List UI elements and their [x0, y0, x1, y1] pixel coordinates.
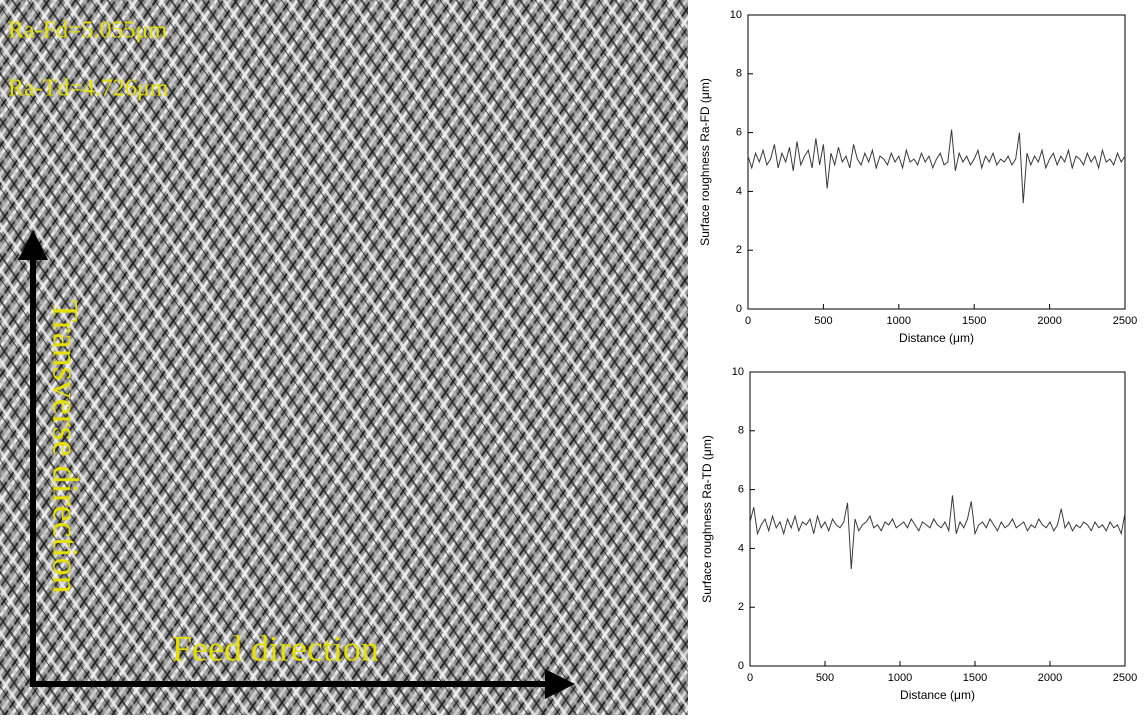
x-tick-label: 500 — [814, 315, 832, 327]
x-tick-label: 2000 — [1038, 672, 1062, 684]
y-tick-label: 2 — [738, 601, 744, 613]
x-tick-label: 2500 — [1113, 672, 1137, 684]
x-tick-label: 2000 — [1037, 315, 1061, 327]
y-tick-label: 6 — [738, 484, 744, 496]
data-line — [747, 129, 1126, 204]
y-tick-label: 10 — [732, 366, 744, 378]
feed-label: Feed direction — [172, 628, 379, 668]
ra-fd-label: Ra-Fd=5.055μm — [8, 18, 167, 44]
transverse-label: Transverse direction — [46, 300, 86, 594]
x-tick-label: 1500 — [962, 315, 986, 327]
y-tick-label: 10 — [730, 9, 742, 21]
x-tick-label: 1500 — [963, 672, 987, 684]
y-tick-label: 4 — [738, 542, 744, 554]
y-tick-label: 8 — [736, 68, 742, 80]
y-tick-label: 6 — [736, 127, 742, 139]
x-tick-label: 0 — [747, 672, 753, 684]
y-axis-label: Surface roughness Ra-FD (μm) — [698, 78, 712, 246]
y-tick-label: 8 — [738, 425, 744, 437]
y-tick-label: 0 — [736, 303, 742, 315]
y-tick-label: 0 — [738, 660, 744, 672]
data-line — [749, 495, 1126, 570]
x-axis-label: Distance (μm) — [899, 331, 974, 345]
x-tick-label: 500 — [816, 672, 834, 684]
y-axis-label: Surface roughness Ra-TD (μm) — [700, 435, 714, 603]
y-tick-label: 4 — [736, 185, 742, 197]
plot-frame — [749, 371, 1126, 667]
ra-td-label: Ra-Td=4.726μm — [8, 76, 169, 102]
x-tick-label: 2500 — [1113, 315, 1137, 327]
x-tick-label: 1000 — [888, 672, 912, 684]
plot-frame — [747, 14, 1126, 310]
y-tick-label: 2 — [736, 244, 742, 256]
x-axis-label: Distance (μm) — [900, 688, 975, 702]
x-tick-label: 1000 — [887, 315, 911, 327]
x-tick-label: 0 — [745, 315, 751, 327]
micrograph: Ra-Fd=5.055μm Ra-Td=4.726μm Transverse d… — [0, 0, 688, 715]
